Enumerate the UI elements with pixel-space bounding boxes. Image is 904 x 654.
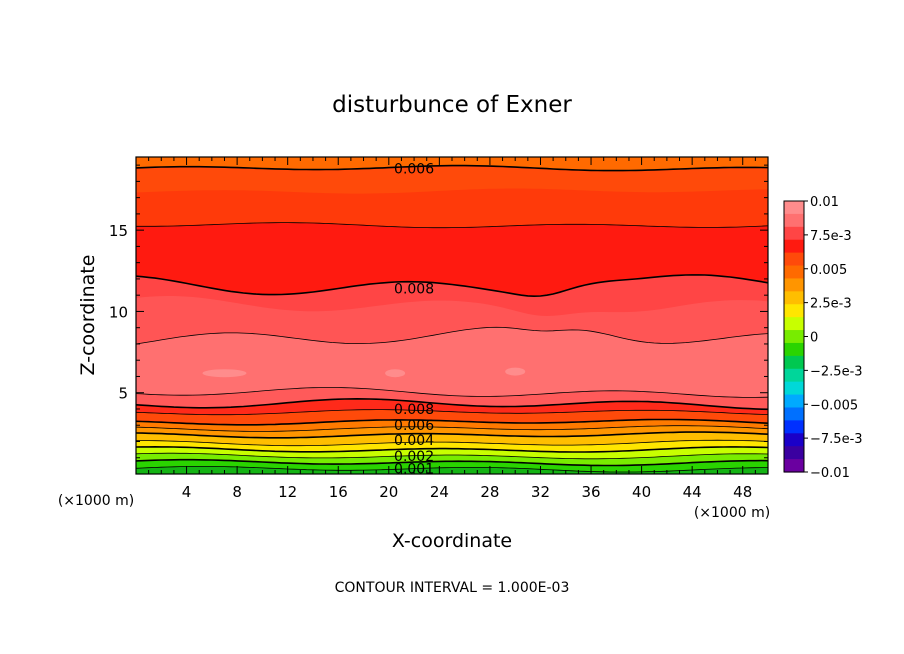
colorbar-segment <box>784 213 804 228</box>
contour-line-13 <box>136 458 768 467</box>
contour-line-11 <box>136 445 768 453</box>
colorbar-segment <box>784 239 804 254</box>
x-tick-label: 44 <box>683 483 702 501</box>
x-tick-labels: 4 8 12 16 20 24 28 32 36 40 44 48 <box>182 483 752 501</box>
colorbar-label: −2.5e-3 <box>810 364 863 379</box>
contour-line-1 <box>136 222 768 229</box>
colorbar-segment <box>784 446 804 460</box>
chart-title: disturbunce of Exner <box>332 92 572 118</box>
x-tick-label: 32 <box>531 483 550 501</box>
contour-line-14 <box>136 466 768 473</box>
colorbar-label: −0.005 <box>810 398 858 413</box>
contour-line-7 <box>136 418 768 426</box>
colorbar-label: −7.5e-3 <box>810 432 863 447</box>
colorbar-segment <box>784 265 804 280</box>
colorbar-segment <box>784 226 804 241</box>
x-tick-label: 28 <box>480 483 499 501</box>
contour-patch-2 <box>505 367 526 376</box>
x-tick-label: 48 <box>733 483 752 501</box>
colorbar-segment <box>784 201 804 215</box>
x-tick-label: 40 <box>632 483 651 501</box>
colorbar-label: 2.5e-3 <box>810 297 852 312</box>
x-tick-label: 4 <box>182 483 192 501</box>
colorbar-segment <box>784 278 804 292</box>
contour-lines <box>136 164 768 473</box>
y-tick-label: 15 <box>109 222 128 240</box>
colorbar-segment <box>784 252 804 267</box>
contour-label-5: 0.002 <box>394 449 434 465</box>
colorbar-segment <box>784 291 804 305</box>
colorbar <box>783 200 805 473</box>
contour-line-10 <box>136 439 768 447</box>
colorbar-label: −0.01 <box>810 466 850 481</box>
x-tick-label: 12 <box>278 483 297 501</box>
colorbar-segment <box>784 394 804 409</box>
x-tick-label: 16 <box>329 483 348 501</box>
x-unit-left: (×1000 m) <box>58 493 134 509</box>
x-tick-label: 8 <box>232 483 242 501</box>
x-tick-label: 36 <box>581 483 600 501</box>
x-tick-label: 24 <box>430 483 449 501</box>
contour-label-0: 0.006 <box>394 161 434 177</box>
contour-line-12 <box>136 452 768 460</box>
colorbar-segment <box>784 355 804 370</box>
x-axis-label: X-coordinate <box>392 530 512 552</box>
contour-label-3: 0.006 <box>394 418 434 434</box>
x-unit-right: (×1000 m) <box>694 505 770 521</box>
colorbar-segment <box>784 368 804 383</box>
contour-label-1: 0.008 <box>394 282 434 298</box>
contour-patch-1 <box>385 369 406 378</box>
colorbar-segment <box>784 330 804 344</box>
axis-ticks <box>136 157 768 474</box>
colorbar-labels: 0.01 7.5e-3 0.005 2.5e-3 0 −2.5e-3 −0.005 −7.5e… <box>804 195 863 481</box>
colorbar-segment <box>784 459 804 473</box>
colorbar-segment <box>784 342 804 357</box>
contour-line-6 <box>136 409 768 416</box>
contour-interval-note: CONTOUR INTERVAL = 1.000E-03 <box>335 580 570 596</box>
contour-line-8 <box>136 425 768 432</box>
colorbar-segment <box>784 407 804 421</box>
colorbar-segment <box>784 304 804 318</box>
contour-line-4 <box>136 387 768 398</box>
colorbar-segment <box>784 381 804 396</box>
colorbar-label: 7.5e-3 <box>810 229 852 244</box>
contour-line-0 <box>136 164 768 172</box>
contour-label-4: 0.004 <box>394 433 434 449</box>
contour-line-9 <box>136 431 768 439</box>
colorbar-label: 0.005 <box>810 263 847 278</box>
y-tick-labels: 5 10 15 <box>109 222 128 403</box>
colorbar-label: 0.01 <box>810 195 839 210</box>
y-axis-label: Z-coordinate <box>77 255 99 376</box>
contour-patch-0 <box>202 369 247 378</box>
colorbar-label: 0 <box>810 331 818 346</box>
contour-fill <box>136 157 768 474</box>
contour-label-6: 0.001 <box>394 461 434 477</box>
contour-label-2: 0.008 <box>394 402 434 418</box>
colorbar-segment <box>784 433 804 447</box>
contour-line-2 <box>136 274 768 298</box>
y-tick-label: 5 <box>118 385 128 403</box>
contour-line-5 <box>136 397 768 411</box>
colorbar-segment <box>784 420 804 434</box>
y-tick-label: 10 <box>109 303 128 321</box>
contour-line-3 <box>136 326 768 345</box>
colorbar-segment <box>784 317 804 331</box>
x-tick-label: 20 <box>379 483 398 501</box>
